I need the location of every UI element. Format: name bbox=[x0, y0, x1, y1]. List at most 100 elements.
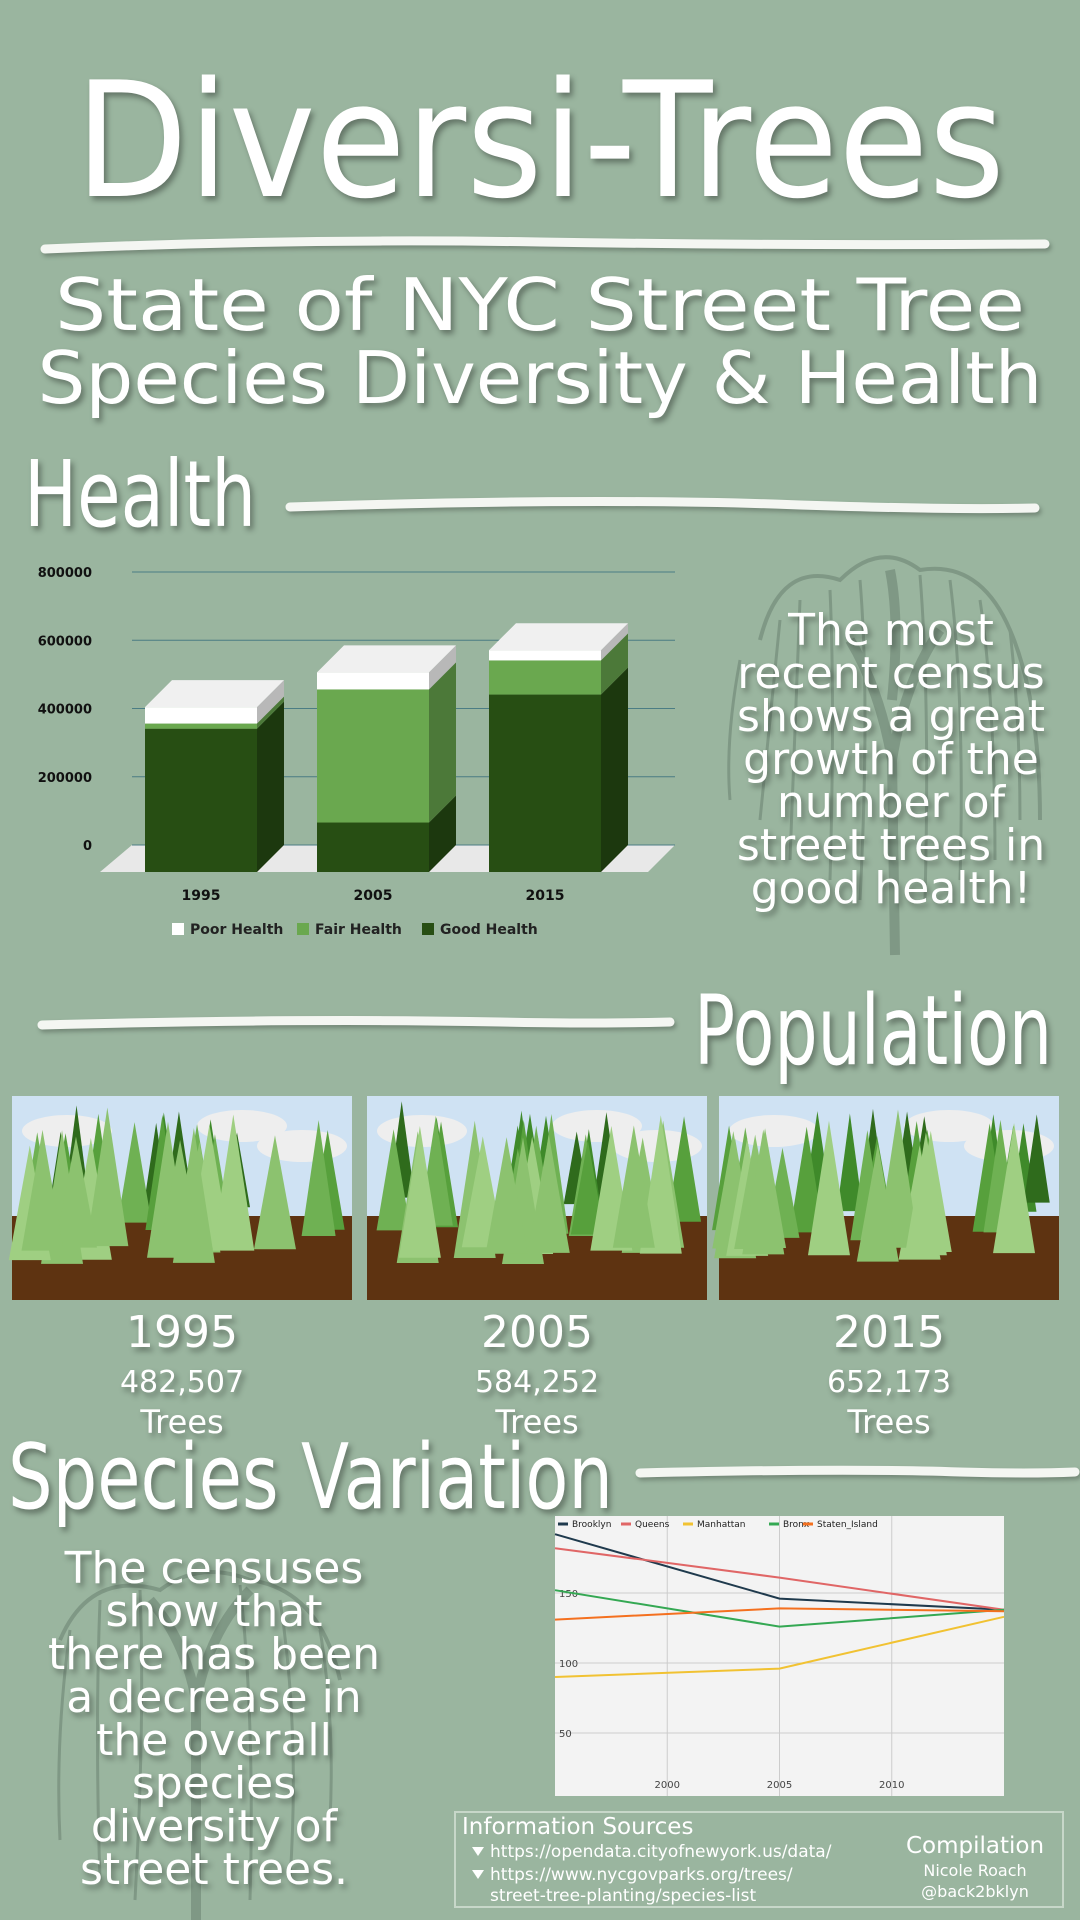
y-tick-label: 50 bbox=[559, 1729, 572, 1740]
tree bbox=[742, 1129, 785, 1255]
cloud bbox=[552, 1110, 642, 1142]
tree bbox=[639, 1115, 682, 1254]
bar-side bbox=[601, 623, 628, 661]
section-heading: Species Variation bbox=[8, 1425, 613, 1530]
tree bbox=[807, 1120, 850, 1256]
bar-segment bbox=[489, 694, 601, 872]
population-year: 2005 bbox=[481, 1307, 593, 1358]
tree bbox=[904, 1132, 947, 1256]
bullet bbox=[472, 1847, 484, 1856]
tree bbox=[54, 1136, 97, 1248]
legend-label: Bronx bbox=[783, 1520, 810, 1530]
subtitle-line: Species Diversity & Health bbox=[38, 336, 1043, 420]
health-note-line: The most bbox=[787, 605, 994, 656]
population-unit: Trees bbox=[846, 1403, 930, 1441]
x-tick-label: 2005 bbox=[767, 1780, 792, 1791]
legend-swatch bbox=[422, 923, 434, 935]
bar-side bbox=[257, 696, 284, 729]
tree bbox=[667, 1116, 702, 1222]
source-link[interactable]: https://www.nycgovparks.org/trees/ bbox=[490, 1865, 793, 1885]
series-line bbox=[554, 1533, 1005, 1611]
legend-label: Brooklyn bbox=[572, 1520, 611, 1530]
bar-side bbox=[429, 795, 456, 872]
y-tick-label: 100 bbox=[559, 1659, 578, 1670]
bar-side bbox=[601, 633, 628, 695]
series-line bbox=[554, 1607, 1005, 1621]
divider bbox=[37, 1016, 675, 1030]
x-tick-label: 2015 bbox=[526, 888, 565, 904]
y-tick-label: 150 bbox=[559, 1589, 578, 1600]
species-note-line: street trees. bbox=[80, 1844, 348, 1895]
x-tick-label: 2005 bbox=[354, 888, 393, 904]
series-line bbox=[554, 1547, 1005, 1611]
population-count: 482,507 bbox=[120, 1365, 244, 1400]
credits-handle: @back2bklyn bbox=[921, 1882, 1029, 1901]
legend-label: Queens bbox=[635, 1520, 670, 1530]
y-tick-label: 200000 bbox=[38, 771, 92, 786]
population-year: 2015 bbox=[833, 1307, 945, 1358]
bar-top bbox=[317, 645, 456, 673]
sources-heading: Information Sources bbox=[462, 1814, 693, 1840]
health-note-line: growth of the bbox=[743, 734, 1039, 785]
x-tick-label: 2010 bbox=[879, 1780, 904, 1791]
species-note-line: species bbox=[132, 1758, 296, 1809]
population-unit: Trees bbox=[139, 1403, 223, 1441]
legend-label: Fair Health bbox=[315, 922, 402, 938]
y-tick-label: 600000 bbox=[38, 634, 92, 649]
y-tick-label: 800000 bbox=[38, 566, 92, 581]
legend-label: Good Health bbox=[440, 922, 538, 938]
health-note-line: good health! bbox=[751, 863, 1032, 914]
series-line bbox=[554, 1589, 1005, 1628]
section-heading: Health bbox=[24, 441, 256, 548]
bar-side bbox=[257, 680, 284, 724]
subtitle-line: State of NYC Street Tree bbox=[55, 263, 1025, 347]
bar-side bbox=[429, 662, 456, 823]
bar-side bbox=[429, 645, 456, 690]
cloud bbox=[257, 1130, 347, 1162]
tree bbox=[789, 1126, 824, 1233]
population-year: 1995 bbox=[126, 1307, 238, 1358]
species-note-line: there has been bbox=[48, 1629, 380, 1680]
tree bbox=[570, 1139, 605, 1235]
bar-segment bbox=[317, 822, 429, 872]
bar-segment bbox=[145, 707, 257, 724]
section-heading: Population bbox=[694, 975, 1052, 1087]
tree bbox=[212, 1114, 255, 1251]
tree bbox=[21, 1129, 64, 1251]
health-note-line: recent census bbox=[737, 648, 1044, 699]
tree bbox=[612, 1125, 655, 1248]
bar-segment bbox=[489, 650, 601, 661]
sources-box bbox=[454, 1811, 1064, 1908]
species-note-line: The censuses bbox=[64, 1543, 364, 1594]
species-note-line: the overall bbox=[96, 1715, 332, 1766]
tree bbox=[527, 1134, 570, 1253]
source-link[interactable]: street-tree-planting/species-list bbox=[490, 1886, 757, 1906]
health-note-line: street trees in bbox=[737, 820, 1045, 871]
health-note-line: number of bbox=[777, 777, 1007, 828]
cloud bbox=[729, 1115, 819, 1147]
tree bbox=[86, 1107, 129, 1247]
tree bbox=[253, 1135, 296, 1250]
source-link[interactable]: https://opendata.cityofnewyork.us/data/ bbox=[490, 1842, 832, 1862]
tree bbox=[301, 1120, 336, 1236]
willow-tree-right bbox=[727, 555, 1042, 956]
forest-panels bbox=[8, 1096, 1059, 1300]
bar-segment bbox=[489, 660, 601, 695]
credits-heading: Compilation bbox=[906, 1833, 1044, 1859]
bar-segment bbox=[317, 689, 429, 823]
bar-side bbox=[601, 667, 628, 872]
population-unit: Trees bbox=[494, 1403, 578, 1441]
species-note-line: a decrease in bbox=[66, 1672, 361, 1723]
tree bbox=[856, 1144, 899, 1262]
cloud bbox=[22, 1115, 112, 1147]
tree bbox=[398, 1126, 441, 1258]
title: Diversi-Trees bbox=[75, 47, 1005, 234]
health-note-line: shows a great bbox=[737, 691, 1045, 742]
species-note-line: diversity of bbox=[91, 1801, 339, 1852]
legend-label: Manhattan bbox=[697, 1520, 745, 1530]
bar-segment bbox=[145, 723, 257, 729]
tree bbox=[1023, 1114, 1050, 1203]
tree bbox=[159, 1140, 202, 1252]
